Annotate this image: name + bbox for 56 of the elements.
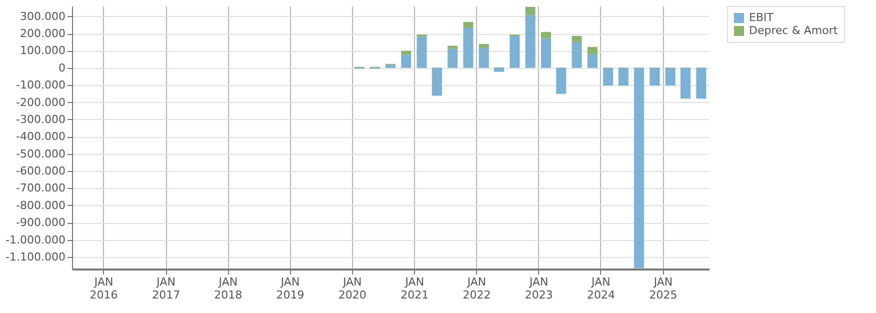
- bar: [541, 32, 552, 38]
- x-tick-label: JAN 2025: [649, 276, 678, 302]
- x-tick-label: JAN 2019: [276, 276, 304, 302]
- bar: [525, 14, 536, 68]
- y-tick-label: -300.000: [16, 112, 66, 126]
- bar: [401, 54, 412, 68]
- bar: [572, 42, 582, 68]
- x-tick-label: JAN 2016: [90, 276, 118, 302]
- bar: [650, 68, 660, 86]
- bar: [634, 68, 644, 268]
- bar: [448, 46, 458, 49]
- bar: [587, 54, 598, 68]
- bar: [665, 68, 676, 86]
- x-tick-label: JAN 2018: [214, 276, 242, 302]
- bar: [680, 68, 691, 99]
- y-tick-label: 200.000: [20, 27, 66, 40]
- bar: [556, 68, 566, 94]
- bar: [416, 36, 427, 68]
- y-tick-label: -1.000.000: [6, 233, 66, 246]
- bar: [448, 48, 458, 68]
- x-tick-label: JAN 2022: [462, 276, 491, 302]
- x-tick-label: JAN 2017: [152, 276, 180, 302]
- y-tick-label: -100.000: [16, 78, 66, 92]
- bar: [603, 68, 614, 86]
- y-tick-label: -1.100.000: [6, 250, 66, 264]
- x-tick-label: JAN 2023: [524, 276, 553, 302]
- x-tick-label: JAN 2024: [586, 276, 615, 302]
- bar: [478, 48, 489, 68]
- bar: [618, 68, 628, 86]
- y-tick-label: 300.000: [20, 10, 66, 23]
- bar: [572, 36, 582, 42]
- bar: [510, 36, 520, 68]
- bar: [432, 68, 442, 96]
- legend-label: Deprec & Amort: [749, 24, 838, 37]
- y-tick-label: 0: [58, 61, 66, 74]
- y-tick-label: 100.000: [20, 44, 66, 58]
- y-tick-label: -700.000: [16, 182, 66, 195]
- bar: [463, 28, 474, 68]
- bar: [525, 6, 536, 15]
- bar: [587, 46, 598, 54]
- y-tick-label: -900.000: [16, 216, 66, 230]
- x-tick-label: JAN 2020: [338, 276, 366, 302]
- x-tick-label: JAN 2021: [400, 276, 429, 302]
- y-tick-label: -800.000: [16, 198, 66, 212]
- bar: [478, 44, 489, 48]
- y-tick-label: -500.000: [16, 147, 66, 160]
- bar: [494, 68, 504, 72]
- legend-label: EBIT: [749, 11, 774, 24]
- bar: [401, 50, 412, 55]
- y-tick-label: -400.000: [16, 130, 66, 144]
- y-tick-label: -200.000: [16, 96, 66, 109]
- bar: [696, 68, 706, 99]
- bar: [386, 64, 396, 68]
- bar: [541, 38, 552, 68]
- bar: [463, 22, 474, 28]
- y-tick-label: -600.000: [16, 164, 66, 178]
